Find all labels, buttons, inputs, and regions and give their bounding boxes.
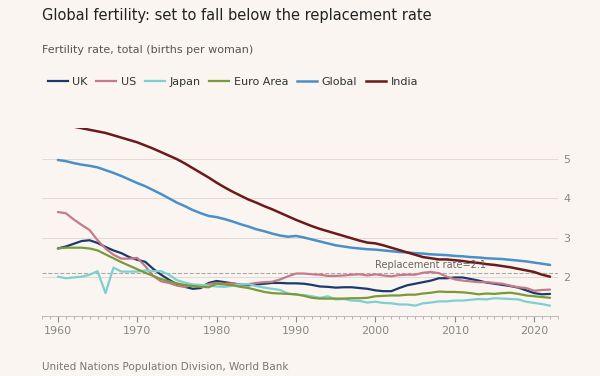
Text: United Nations Population Division, World Bank: United Nations Population Division, Worl… — [42, 362, 289, 372]
US — [205, 282, 212, 287]
Legend: UK, US, Japan, Euro Area, Global, India: UK, US, Japan, Euro Area, Global, India — [47, 77, 418, 87]
Japan — [547, 303, 554, 308]
UK — [547, 292, 554, 296]
Euro Area — [547, 296, 554, 300]
US — [395, 273, 403, 277]
US — [301, 271, 308, 276]
US — [189, 283, 196, 287]
Line: India: India — [58, 124, 550, 277]
Global — [301, 235, 308, 240]
Global — [189, 208, 196, 212]
Japan — [308, 294, 316, 299]
UK — [86, 238, 93, 243]
Euro Area — [539, 295, 546, 299]
UK — [292, 281, 299, 286]
Global — [284, 235, 292, 239]
Line: UK: UK — [58, 240, 550, 294]
India — [189, 166, 196, 170]
Euro Area — [62, 246, 70, 250]
Euro Area — [308, 296, 316, 300]
Global — [539, 261, 546, 266]
Japan — [213, 284, 220, 289]
US — [547, 287, 554, 292]
US — [539, 288, 546, 292]
Euro Area — [316, 296, 323, 301]
US — [54, 210, 61, 214]
Global — [547, 263, 554, 267]
Global — [395, 250, 403, 254]
Euro Area — [292, 292, 299, 297]
Text: Replacement rate=2.1: Replacement rate=2.1 — [376, 259, 487, 270]
UK — [539, 292, 546, 297]
Line: US: US — [58, 212, 550, 291]
India — [395, 248, 403, 252]
India — [54, 121, 61, 126]
Japan — [110, 265, 117, 270]
US — [530, 288, 538, 293]
UK — [308, 283, 316, 287]
UK — [404, 283, 411, 288]
Euro Area — [54, 246, 61, 251]
India — [284, 214, 292, 218]
Euro Area — [412, 293, 419, 297]
Japan — [539, 302, 546, 306]
UK — [530, 291, 538, 296]
Line: Japan: Japan — [58, 268, 550, 306]
Text: Global fertility: set to fall below the replacement rate: Global fertility: set to fall below the … — [42, 8, 431, 23]
Japan — [197, 283, 205, 287]
US — [284, 274, 292, 279]
India — [547, 274, 554, 279]
Line: Global: Global — [58, 160, 550, 265]
Japan — [404, 302, 411, 307]
Japan — [412, 303, 419, 308]
UK — [54, 246, 61, 251]
India — [539, 273, 546, 277]
Japan — [292, 293, 299, 297]
UK — [213, 279, 220, 283]
Global — [54, 158, 61, 162]
Line: Euro Area: Euro Area — [58, 248, 550, 299]
Text: Fertility rate, total (births per woman): Fertility rate, total (births per woman) — [42, 45, 253, 55]
Japan — [54, 274, 61, 279]
UK — [197, 286, 205, 290]
Global — [205, 214, 212, 218]
India — [301, 221, 308, 225]
India — [205, 175, 212, 180]
Euro Area — [197, 285, 205, 289]
Euro Area — [213, 282, 220, 286]
